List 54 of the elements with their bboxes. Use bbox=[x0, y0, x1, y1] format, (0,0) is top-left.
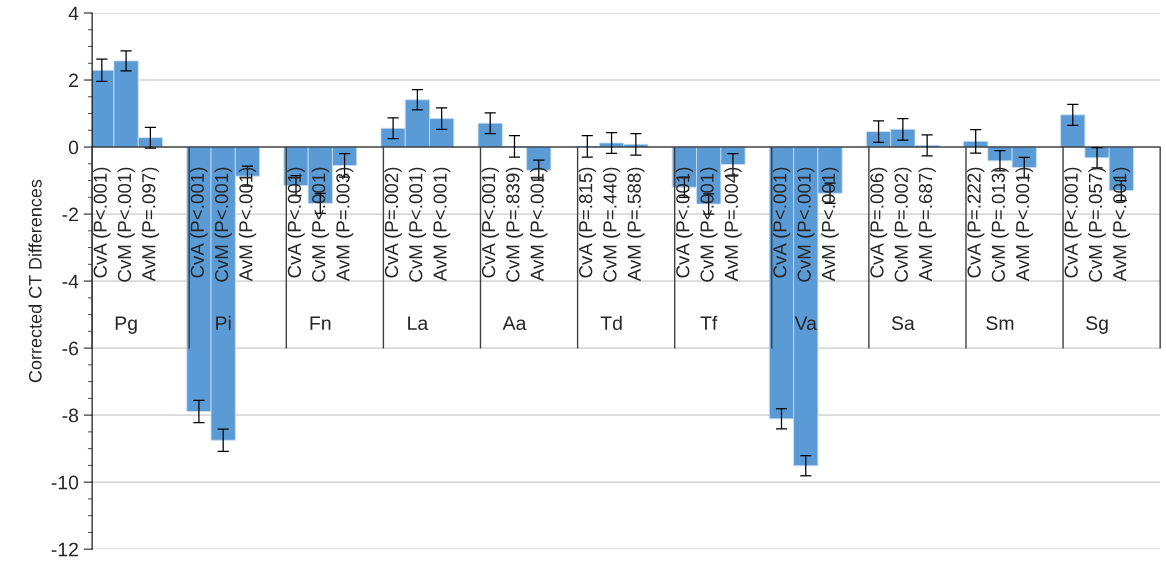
y-tick-label: -6 bbox=[62, 341, 79, 356]
annotation: Sa bbox=[891, 316, 915, 331]
y-tick-label: -2 bbox=[62, 207, 78, 222]
annotation: La bbox=[408, 316, 429, 331]
x-tick-label: AvM (P<.001) bbox=[821, 167, 839, 282]
x-tick-label: CvA (P<.001) bbox=[772, 167, 791, 278]
x-tick-label: CvM (P=.057) bbox=[1088, 167, 1106, 282]
x-tick-label: CvM (P<.001) bbox=[311, 167, 330, 282]
x-tick-label: CvA (P<.001) bbox=[190, 167, 208, 278]
x-tick-label: CvM (P<.001) bbox=[117, 167, 135, 282]
annotation: Td bbox=[600, 315, 622, 331]
annotation: Aa bbox=[502, 316, 527, 331]
x-tick-label: AvM (P<.001) bbox=[1112, 167, 1131, 282]
x-tick-label: CvM (P<.001) bbox=[699, 167, 718, 282]
x-tick-label: CvA (P<.001) bbox=[675, 167, 694, 278]
annotation: Tf bbox=[700, 315, 718, 330]
annotation: Va bbox=[794, 316, 817, 331]
x-tick-label: CvM (P=.839) bbox=[505, 167, 524, 282]
x-tick-label: AvM (P=.003) bbox=[335, 167, 354, 282]
x-tick-label: AvM (P<.001) bbox=[238, 167, 257, 282]
y-tick-label: 0 bbox=[68, 140, 79, 155]
annotation: Pi bbox=[216, 315, 231, 330]
x-tick-label: CvA (P=.222) bbox=[966, 167, 985, 278]
x-tick-label: AvM (P<.001) bbox=[432, 167, 451, 282]
x-tick-label: CvM (P<.001) bbox=[408, 167, 427, 282]
y-tick-label: -8 bbox=[62, 408, 79, 423]
y-tick-label: -4 bbox=[62, 274, 79, 289]
x-tick-label: AvM (P<.001) bbox=[1015, 167, 1033, 282]
x-tick-label: CvM (P=.013) bbox=[991, 167, 1009, 282]
x-tick-label: CvA (P<.001) bbox=[93, 167, 111, 278]
x-tick-label: CvA (P<.001) bbox=[1064, 167, 1082, 278]
x-tick-label: CvM (P<.001) bbox=[797, 167, 815, 282]
x-tick-label: AvM (P<.001) bbox=[530, 167, 548, 282]
x-tick-label: AvM (P=.588) bbox=[627, 167, 645, 282]
y-axis-title: Corrected CT Differences bbox=[28, 179, 42, 383]
x-tick-label: CvA (P=.815) bbox=[578, 167, 597, 278]
x-tick-label: CvA (P<.001) bbox=[481, 167, 499, 278]
annotation: Fn bbox=[310, 316, 331, 330]
x-tick-label: CvM (P=.002) bbox=[894, 167, 912, 282]
annotation: Sg bbox=[1086, 316, 1108, 334]
y-tick-label: 4 bbox=[68, 6, 79, 21]
annotation: Sm bbox=[986, 316, 1014, 331]
y-tick-label: -10 bbox=[51, 475, 79, 490]
x-tick-label: CvM (P<.001) bbox=[214, 167, 232, 282]
x-tick-label: AvM (P=.687) bbox=[918, 167, 936, 282]
x-tick-label: CvA (P=.006) bbox=[869, 167, 888, 278]
x-tick-label: AvM (P=.004) bbox=[724, 167, 742, 282]
x-tick-label: CvM (P=.440) bbox=[602, 167, 621, 282]
y-tick-label: -12 bbox=[51, 542, 78, 557]
annotation: Pg bbox=[115, 316, 137, 334]
x-tick-label: CvA (P=.002) bbox=[384, 167, 402, 278]
x-tick-label: AvM (P=.097) bbox=[141, 167, 160, 282]
y-tick-label: 2 bbox=[69, 73, 78, 88]
x-tick-label: CvA (P<.001) bbox=[287, 167, 305, 278]
